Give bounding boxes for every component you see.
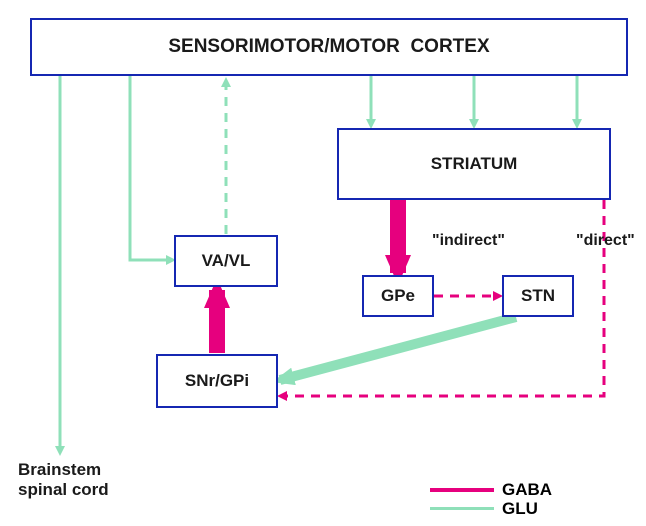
node-striatum: STRIATUM: [337, 128, 611, 200]
diagram-stage: SENSORIMOTOR/MOTOR CORTEX STRIATUM VA/VL…: [0, 0, 646, 526]
node-stn-label: STN: [521, 286, 555, 306]
label-brainstem: Brainstem spinal cord: [18, 460, 109, 500]
node-gpe: GPe: [362, 275, 434, 317]
node-gpe-label: GPe: [381, 286, 415, 306]
node-snrgpi-label: SNr/GPi: [185, 371, 249, 391]
label-indirect: "indirect": [432, 232, 505, 250]
label-direct: "direct": [576, 232, 635, 250]
node-vavl-label: VA/VL: [202, 251, 251, 271]
legend-gaba-text: GABA: [502, 480, 552, 500]
node-stn: STN: [502, 275, 574, 317]
legend-glu-line: [430, 507, 494, 510]
edges-layer: [0, 0, 646, 526]
node-vavl: VA/VL: [174, 235, 278, 287]
edge-cortex-to-vavl-loop: [130, 76, 173, 260]
edge-stn-to-snrgpi: [280, 317, 516, 380]
legend-glu-text: GLU: [502, 499, 538, 519]
node-striatum-label: STRIATUM: [431, 154, 518, 174]
node-cortex-label: SENSORIMOTOR/MOTOR CORTEX: [168, 36, 489, 58]
node-snrgpi: SNr/GPi: [156, 354, 278, 408]
legend-gaba-line: [430, 488, 494, 492]
node-cortex: SENSORIMOTOR/MOTOR CORTEX: [30, 18, 628, 76]
